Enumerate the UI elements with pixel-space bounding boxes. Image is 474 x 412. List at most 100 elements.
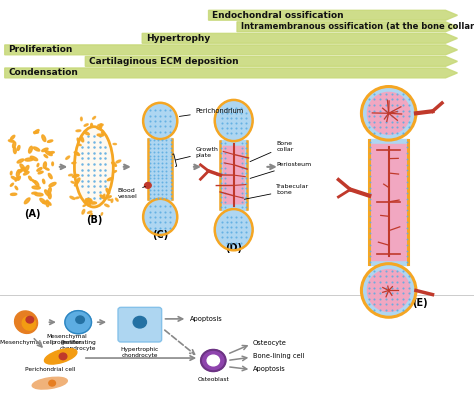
Circle shape (207, 355, 219, 366)
Ellipse shape (35, 181, 39, 186)
Ellipse shape (97, 127, 101, 130)
Ellipse shape (43, 179, 45, 184)
Ellipse shape (37, 164, 39, 167)
Ellipse shape (78, 144, 81, 145)
Circle shape (49, 380, 55, 386)
Ellipse shape (47, 140, 53, 143)
Text: Periosteum: Periosteum (250, 162, 311, 178)
Text: Cartilaginous ECM deposition: Cartilaginous ECM deposition (89, 57, 239, 66)
Ellipse shape (34, 131, 38, 133)
Circle shape (201, 350, 226, 371)
Ellipse shape (49, 152, 54, 154)
Ellipse shape (18, 170, 22, 171)
Ellipse shape (84, 124, 88, 126)
Ellipse shape (92, 117, 96, 119)
Bar (148, 139, 172, 199)
Ellipse shape (106, 188, 109, 194)
Ellipse shape (74, 127, 113, 207)
Ellipse shape (81, 136, 83, 142)
Ellipse shape (48, 192, 51, 199)
Ellipse shape (15, 177, 18, 181)
Ellipse shape (10, 193, 17, 195)
Ellipse shape (77, 138, 79, 142)
Ellipse shape (367, 269, 410, 311)
Ellipse shape (15, 311, 37, 333)
Ellipse shape (69, 174, 73, 176)
Ellipse shape (32, 192, 37, 194)
Ellipse shape (100, 124, 102, 129)
Ellipse shape (43, 162, 46, 169)
FancyArrow shape (5, 68, 457, 78)
Ellipse shape (11, 176, 17, 180)
Text: Hypertrophy: Hypertrophy (146, 34, 210, 43)
Ellipse shape (367, 92, 410, 134)
Ellipse shape (88, 211, 92, 213)
Ellipse shape (15, 186, 18, 190)
Ellipse shape (113, 143, 117, 145)
Ellipse shape (74, 152, 80, 155)
Ellipse shape (103, 194, 105, 197)
Ellipse shape (86, 200, 90, 205)
Ellipse shape (13, 142, 16, 148)
Ellipse shape (9, 140, 14, 142)
Ellipse shape (48, 173, 52, 179)
Ellipse shape (24, 171, 29, 175)
Circle shape (76, 316, 84, 323)
FancyBboxPatch shape (223, 146, 245, 204)
Text: Osteocyte: Osteocyte (253, 340, 286, 346)
Ellipse shape (215, 100, 253, 141)
Ellipse shape (20, 164, 25, 170)
Ellipse shape (10, 171, 12, 175)
Text: Osteoblast: Osteoblast (198, 377, 229, 382)
FancyArrow shape (142, 33, 457, 43)
Ellipse shape (97, 134, 103, 136)
Ellipse shape (66, 156, 70, 159)
Ellipse shape (40, 199, 46, 204)
Ellipse shape (76, 178, 80, 183)
FancyArrow shape (209, 10, 457, 20)
Ellipse shape (28, 146, 32, 153)
Ellipse shape (100, 195, 105, 199)
Ellipse shape (215, 209, 253, 250)
Ellipse shape (45, 168, 49, 170)
Text: (E): (E) (412, 298, 427, 308)
Ellipse shape (101, 132, 104, 135)
Ellipse shape (112, 162, 117, 166)
Ellipse shape (116, 160, 121, 163)
Ellipse shape (71, 181, 74, 183)
Ellipse shape (45, 349, 77, 364)
Ellipse shape (81, 117, 82, 121)
Text: Blood
vessel: Blood vessel (118, 187, 146, 199)
Bar (148, 198, 172, 200)
Ellipse shape (33, 147, 40, 151)
Ellipse shape (85, 199, 91, 200)
Ellipse shape (70, 196, 75, 199)
Ellipse shape (48, 187, 51, 194)
Ellipse shape (17, 145, 20, 150)
Ellipse shape (83, 205, 86, 206)
Bar (371, 144, 406, 260)
Bar (148, 138, 172, 140)
Text: (C): (C) (152, 230, 168, 241)
Text: Mesenchymal cell: Mesenchymal cell (0, 340, 53, 345)
Ellipse shape (10, 183, 13, 186)
Ellipse shape (84, 131, 89, 135)
Ellipse shape (143, 199, 177, 235)
Ellipse shape (34, 130, 39, 133)
Circle shape (65, 311, 91, 334)
Ellipse shape (35, 193, 43, 196)
Text: Endochondral ossification: Endochondral ossification (212, 11, 344, 20)
Ellipse shape (18, 176, 20, 180)
Text: Perichondrial cell: Perichondrial cell (25, 368, 75, 372)
Text: Bone
collar: Bone collar (250, 141, 294, 162)
FancyArrow shape (85, 56, 457, 66)
Text: Perichondrium: Perichondrium (179, 108, 244, 117)
Ellipse shape (44, 154, 48, 158)
Ellipse shape (90, 202, 97, 204)
Ellipse shape (76, 175, 79, 176)
Bar (369, 263, 408, 265)
Ellipse shape (107, 178, 112, 180)
Ellipse shape (17, 159, 24, 163)
Ellipse shape (42, 148, 48, 152)
Ellipse shape (17, 170, 19, 177)
